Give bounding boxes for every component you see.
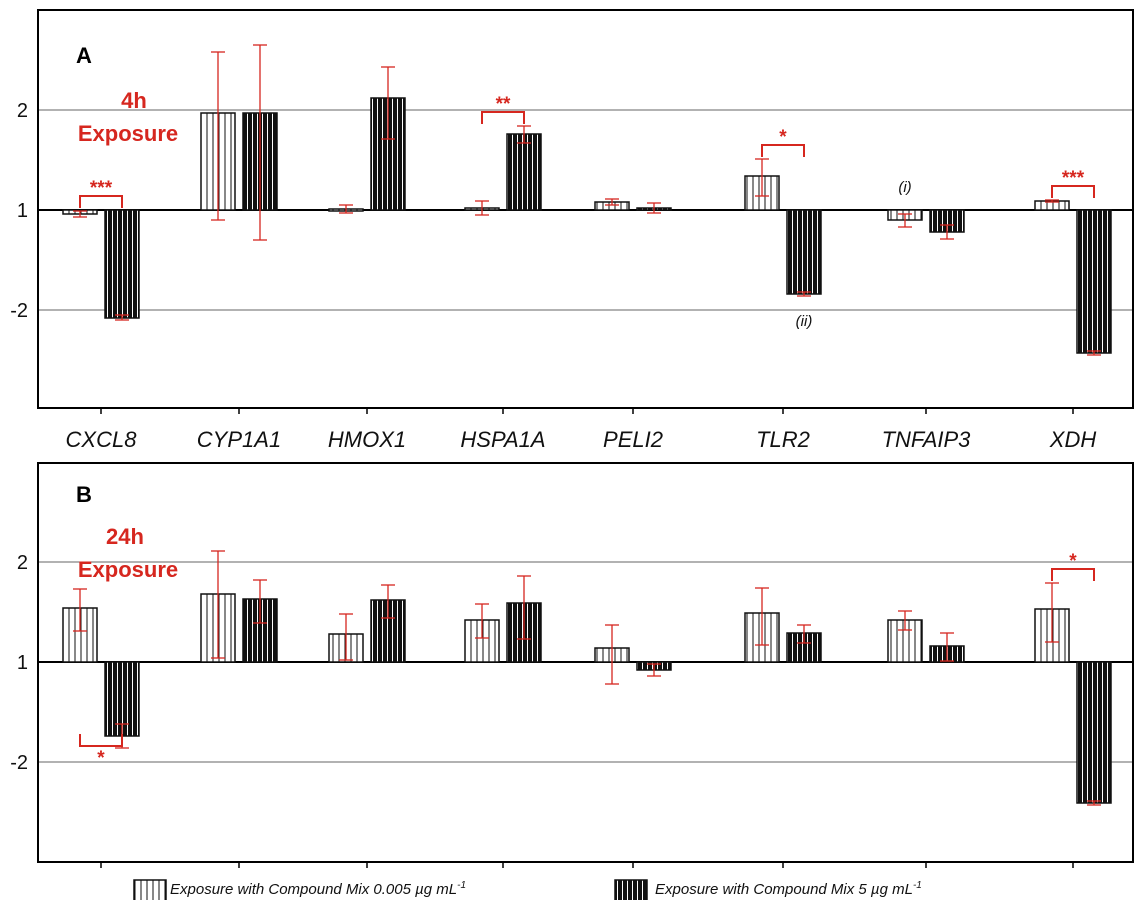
y-tick-label: 2 [17,100,28,122]
legend-swatch-solid [614,879,648,900]
significance-label: * [1069,551,1077,572]
error-bar [898,213,912,228]
significance-label: *** [1062,168,1085,189]
legend-label-high-dose: Exposure with Compound Mix 5 µg mL-1 [655,880,922,898]
y-tick-label: 1 [17,200,28,222]
error-bar [517,575,531,640]
significance-label: * [779,127,787,148]
category-label-xdh: XDH [1049,427,1097,452]
significance-bracket: * [79,734,123,769]
y-tick-label: 2 [17,552,28,574]
error-bar [1045,199,1059,203]
category-label-tnfaip3: TNFAIP3 [882,427,972,452]
significance-bracket: ** [481,94,525,124]
error-bar [73,210,87,218]
error-bar [475,200,489,216]
significance-bracket: * [1051,551,1095,581]
significance-label: ** [496,94,511,115]
legend-label-low-dose: Exposure with Compound Mix 0.005 µg mL-1 [170,880,466,898]
error-bar [605,198,619,206]
bar-xdh-high-dose [1076,209,1112,354]
error-bar [755,587,769,646]
bar-xdh-high-dose [1076,661,1112,804]
error-bar [339,613,353,661]
bar-annotation: (ii) [796,313,813,330]
error-bar [605,624,619,685]
error-bar [339,204,353,214]
legend-item-high-dose: Exposure with Compound Mix 5 µg mL-1 [614,879,922,900]
error-bar [797,624,811,644]
error-bar [381,66,395,140]
error-bar [253,579,267,624]
error-bar [755,158,769,197]
error-bar [115,314,129,321]
error-bar [647,202,661,214]
category-label-hmox1: HMOX1 [328,427,406,452]
bar-hspa1a-high-dose [506,133,542,211]
legend-item-low-dose: Exposure with Compound Mix 0.005 µg mL-1 [133,879,466,900]
category-label-hspa1a: HSPA1A [460,427,545,452]
panel-b-title-line2: Exposure [78,557,178,582]
panel-a-letter: A [76,43,92,68]
category-label-cxcl8: CXCL8 [66,427,138,452]
category-label-tlr2: TLR2 [756,427,810,452]
error-bar [1087,350,1101,356]
error-bar [898,610,912,631]
panel-a-title-line2: Exposure [78,121,178,146]
bar-tlr2-high-dose [786,209,822,295]
significance-bracket: *** [79,178,123,208]
error-bar [475,603,489,639]
error-bar [73,588,87,632]
category-label-cyp1a1: CYP1A1 [197,427,281,452]
error-bar [1045,582,1059,643]
legend: Exposure with Compound Mix 0.005 µg mL-1… [133,879,922,900]
panel-b-frame [37,462,1134,863]
error-bar [940,632,954,662]
error-bar [1087,800,1101,806]
category-label-peli2: PELI2 [603,427,663,452]
panel-b-letter: B [76,482,92,507]
significance-bracket: * [761,127,805,157]
error-bar [253,44,267,241]
significance-label: *** [90,178,113,199]
error-bar [797,291,811,297]
panel-b: * * 2 1 -2 B 24h Exposure [10,462,1134,868]
y-tick-label: -2 [10,300,28,322]
error-bar [211,550,225,659]
significance-bracket: *** [1051,168,1095,198]
bar-cxcl8-high-dose [104,209,140,319]
error-bar [211,51,225,221]
error-bar [517,125,531,144]
error-bar [647,663,661,677]
error-bar [940,224,954,240]
panel-a-title-line1: 4h [121,88,147,113]
panel-a: ********* (i)(ii) 21-2 A 4h Exposure CXC… [10,9,1134,452]
legend-swatch-open [133,879,167,900]
bar-annotation: (i) [898,179,911,196]
y-tick-label: -2 [10,752,28,774]
significance-label: * [97,748,105,769]
panel-b-title-line1: 24h [106,524,144,549]
panel-a-frame [37,9,1134,409]
error-bar [381,584,395,619]
y-tick-label: 1 [17,652,28,674]
